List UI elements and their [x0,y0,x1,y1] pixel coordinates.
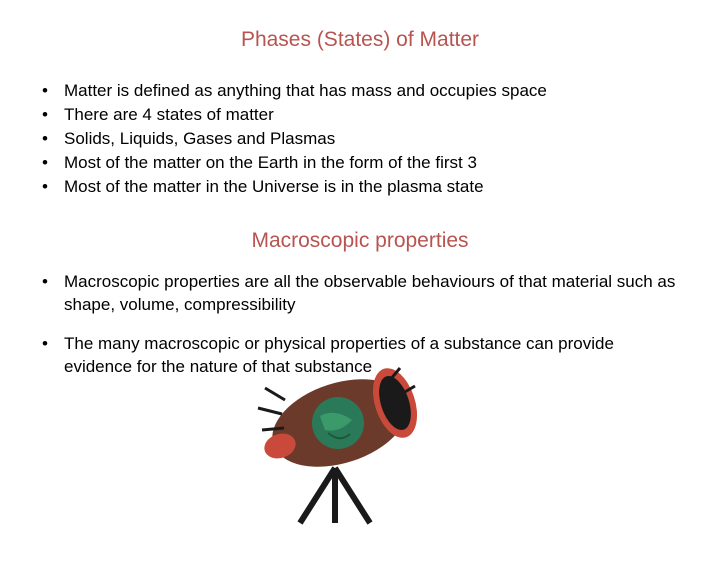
bottom-bullet-list: Macroscopic properties are all the obser… [36,271,680,379]
list-item: The many macroscopic or physical propert… [36,333,680,379]
list-item: Matter is defined as anything that has m… [36,80,680,103]
list-item: Most of the matter on the Earth in the f… [36,152,680,175]
slide-title: Phases (States) of Matter [0,28,720,52]
slide-subtitle: Macroscopic properties [0,229,720,253]
slide-container: Phases (States) of Matter Matter is defi… [0,28,720,568]
list-item: Solids, Liquids, Gases and Plasmas [36,128,680,151]
list-item: Macroscopic properties are all the obser… [36,271,680,317]
top-bullet-list: Matter is defined as anything that has m… [36,80,680,199]
list-item: Most of the matter in the Universe is in… [36,176,680,199]
list-item: There are 4 states of matter [36,104,680,127]
